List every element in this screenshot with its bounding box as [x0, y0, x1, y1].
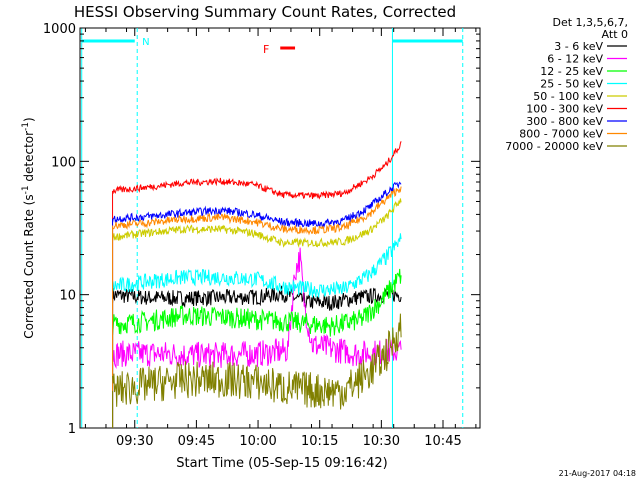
legend-label: 12 - 25 keV — [540, 65, 603, 78]
series-line-5 — [112, 141, 402, 200]
legend-label: 3 - 6 keV — [554, 40, 603, 53]
series-line-7 — [112, 186, 402, 236]
legend-label: 800 - 7000 keV — [519, 128, 603, 141]
night-label: N — [142, 37, 149, 48]
legend-label: 100 - 300 keV — [526, 103, 603, 116]
y-tick-label: 100 — [51, 155, 76, 170]
legend-label: 6 - 12 keV — [547, 53, 603, 66]
series-line-1 — [112, 247, 402, 369]
y-tick-label: 1000 — [43, 22, 76, 37]
x-axis-label: Start Time (05-Sep-15 09:16:42) — [176, 456, 387, 471]
series-line-0 — [112, 285, 402, 311]
legend-label: 7000 - 20000 keV — [505, 140, 603, 153]
series-line-4 — [112, 198, 402, 248]
x-tick-label: 10:30 — [363, 434, 400, 449]
flare-label: F — [263, 43, 269, 56]
x-tick-label: 10:00 — [239, 434, 276, 449]
series-line-6 — [112, 181, 402, 229]
legend-label: 25 - 50 keV — [540, 78, 603, 91]
series-line-2 — [112, 268, 402, 337]
series-line-8 — [112, 313, 402, 410]
y-tick-label: 1 — [68, 422, 76, 437]
legend-header-1: Det 1,3,5,6,7, — [552, 16, 628, 29]
x-tick-label: 10:15 — [301, 434, 338, 449]
legend-label: 50 - 100 keV — [533, 90, 603, 103]
series-line-3 — [112, 233, 402, 298]
x-tick-label: 10:45 — [424, 434, 461, 449]
legend-label: 300 - 800 keV — [526, 115, 603, 128]
timestamp: 21-Aug-2017 04:18 — [559, 469, 636, 478]
legend-header-2: Att 0 — [602, 28, 628, 41]
x-tick-label: 09:45 — [178, 434, 215, 449]
x-tick-label: 09:30 — [116, 434, 153, 449]
y-axis-label: Corrected Count Rate (s-1 detector-1) — [21, 117, 36, 338]
plot-frame — [79, 27, 481, 429]
y-tick-label: 10 — [59, 289, 76, 304]
chart-title: HESSI Observing Summary Count Rates, Cor… — [74, 3, 456, 21]
